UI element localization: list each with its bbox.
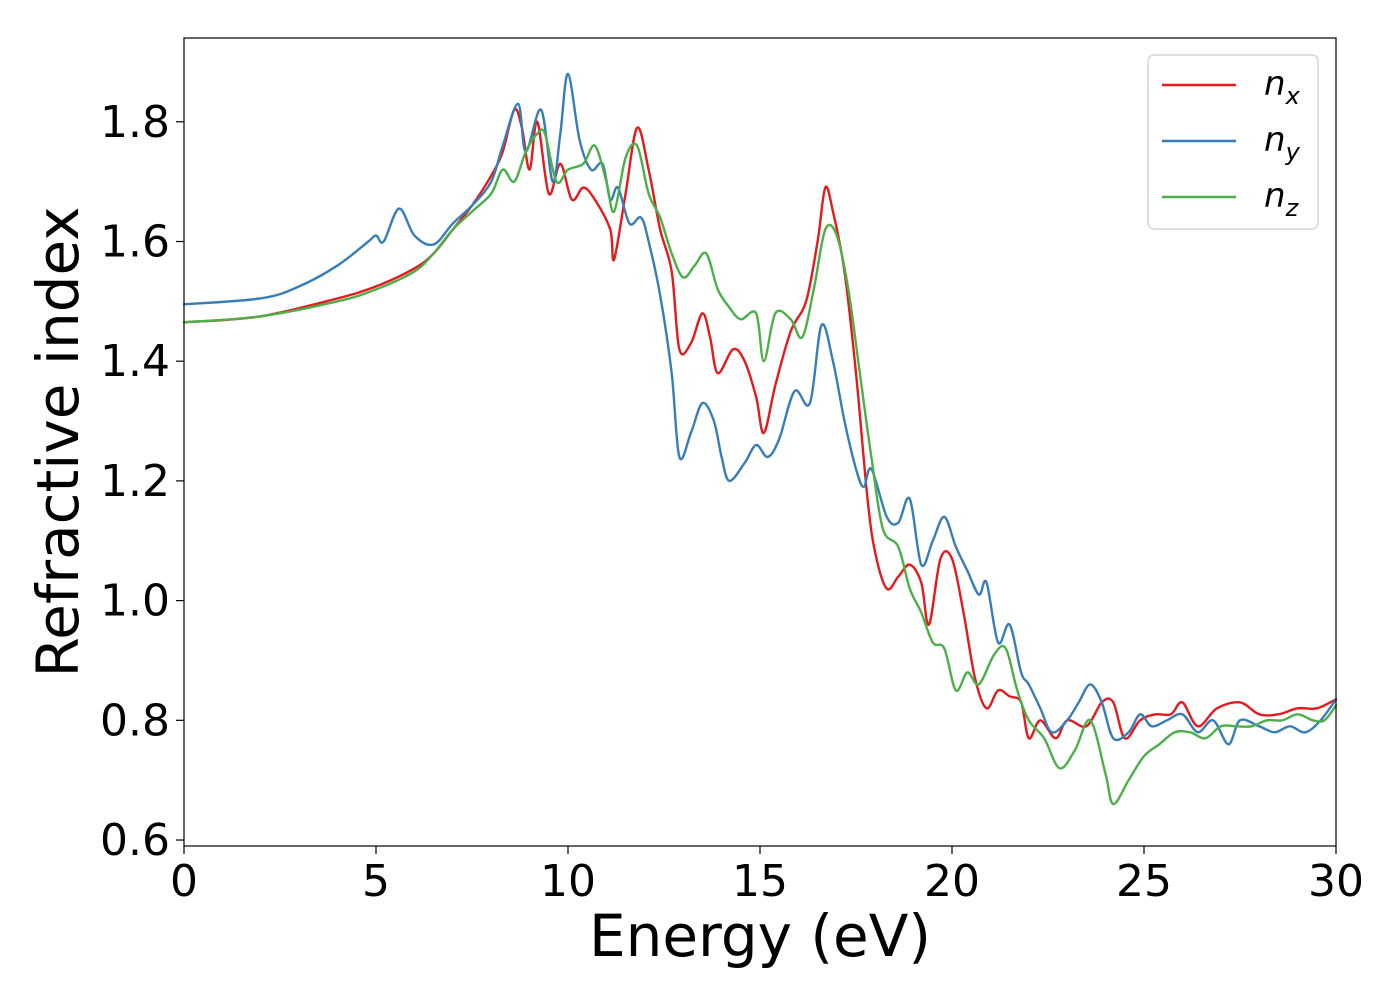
x-tick-label: 15 — [732, 856, 788, 907]
legend-label-nz: nz — [1264, 176, 1300, 222]
legend: nx ny nz — [1147, 54, 1319, 230]
y-axis-title: Refractive index — [24, 206, 92, 677]
legend-label-nx: nx — [1264, 64, 1301, 110]
series-layer — [182, 72, 1338, 806]
y-axis: 0.6 0.8 1.0 1.2 1.4 1.6 1.8 — [100, 97, 184, 866]
y-tick-label: 1.6 — [100, 216, 170, 267]
legend-label-ny: ny — [1264, 120, 1301, 166]
series-line-ny — [182, 72, 1338, 746]
x-tick-label: 5 — [362, 856, 390, 907]
y-tick-label: 0.6 — [100, 815, 170, 866]
y-tick-label: 1.4 — [100, 336, 170, 387]
series-line-nx — [182, 107, 1338, 740]
x-tick-label: 10 — [540, 856, 596, 907]
x-tick-label: 0 — [170, 856, 198, 907]
x-axis: 0 5 10 15 20 25 30 — [170, 846, 1364, 907]
x-tick-label: 30 — [1308, 856, 1364, 907]
series-line-nz — [182, 128, 1338, 806]
x-tick-label: 25 — [1116, 856, 1172, 907]
y-tick-label: 1.0 — [100, 576, 170, 627]
y-tick-label: 0.8 — [100, 695, 170, 746]
x-axis-title: Energy (eV) — [589, 902, 931, 970]
y-tick-label: 1.2 — [100, 456, 170, 507]
x-tick-label: 20 — [924, 856, 980, 907]
y-tick-label: 1.8 — [100, 97, 170, 148]
